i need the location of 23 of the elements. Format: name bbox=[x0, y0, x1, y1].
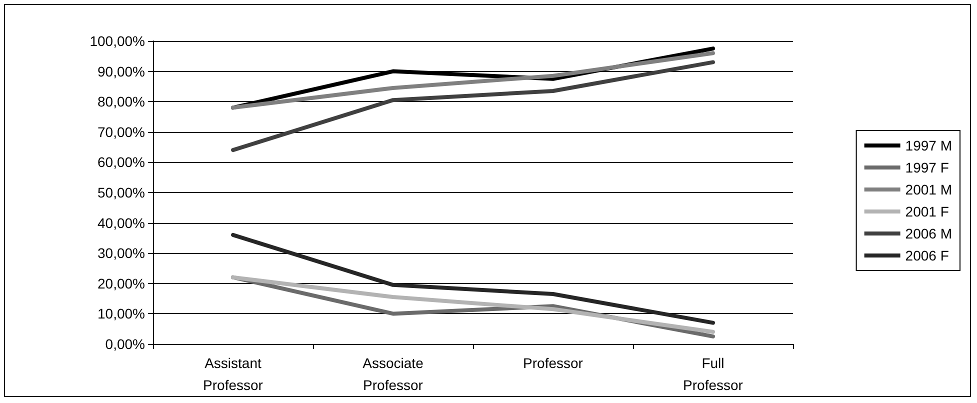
y-tick-label: 40,00% bbox=[98, 214, 145, 231]
legend-label: 2006 M bbox=[905, 226, 952, 242]
y-tick-label: 30,00% bbox=[98, 245, 145, 262]
x-tick-label: Assistant Professor bbox=[203, 355, 264, 393]
y-tick-label: 70,00% bbox=[98, 124, 145, 140]
y-tick-label: 50,00% bbox=[98, 184, 145, 200]
legend-label: 2006 F bbox=[905, 248, 949, 264]
y-tick-label: 20,00% bbox=[98, 275, 145, 292]
x-tick-label: Associate Professor bbox=[362, 355, 424, 393]
legend-label: 1997 M bbox=[905, 138, 952, 154]
line-series bbox=[231, 232, 715, 325]
line-series bbox=[231, 60, 715, 152]
x-tick-label: Professor bbox=[523, 355, 584, 371]
y-tick-label: 80,00% bbox=[98, 94, 145, 110]
legend-label: 2001 F bbox=[905, 204, 949, 220]
y-tick-label: 90,00% bbox=[98, 63, 145, 80]
y-tick-label: 60,00% bbox=[98, 154, 145, 170]
y-tick-label: 10,00% bbox=[98, 306, 145, 322]
x-tick-label: Full Professor bbox=[683, 355, 744, 393]
legend-label: 2001 M bbox=[905, 182, 952, 198]
legend-label: 1997 F bbox=[905, 160, 949, 176]
y-tick-label: 100,00% bbox=[90, 33, 145, 49]
y-tick-label: 0,00% bbox=[105, 336, 145, 352]
